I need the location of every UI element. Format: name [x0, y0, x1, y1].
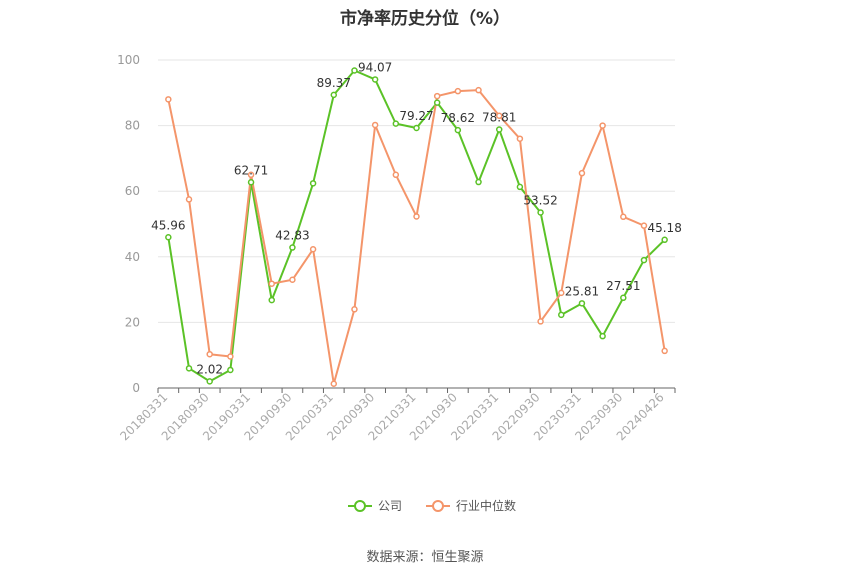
data-point — [309, 246, 317, 253]
data-point — [413, 213, 420, 220]
data-point — [578, 300, 586, 307]
legend: 公司 行业中位数 — [348, 498, 516, 513]
data-point — [309, 180, 317, 187]
data-label: 94.07 — [358, 60, 392, 74]
data-label: 89.37 — [317, 76, 351, 90]
data-point — [433, 99, 441, 106]
data-point — [206, 378, 213, 385]
y-tick-label: 100 — [117, 53, 140, 67]
series-points — [165, 67, 668, 387]
data-point — [351, 306, 358, 313]
data-point — [495, 112, 503, 120]
x-axis-ticks: 2018033120180930201903312019093020200331… — [117, 390, 666, 443]
data-point — [351, 67, 358, 74]
data-point — [227, 366, 234, 374]
data-point — [289, 276, 296, 284]
data-label: 27.51 — [606, 279, 640, 293]
data-label: 62.71 — [234, 163, 268, 177]
data-point — [371, 121, 379, 129]
data-point — [371, 76, 379, 83]
y-tick-label: 40 — [125, 250, 140, 264]
data-point — [516, 183, 524, 191]
data-point — [578, 169, 586, 177]
data-point — [558, 289, 565, 297]
y-tick-label: 60 — [125, 184, 140, 198]
y-tick-label: 0 — [132, 381, 140, 395]
data-label: 53.52 — [523, 193, 557, 207]
data-point — [537, 209, 544, 216]
data-point — [620, 213, 627, 221]
data-label: 78.62 — [441, 111, 475, 125]
data-point — [227, 353, 234, 360]
data-point — [495, 126, 503, 133]
legend-label: 公司 — [378, 499, 402, 513]
data-point — [454, 87, 462, 95]
data-point — [475, 86, 482, 94]
data-label: 45.96 — [151, 218, 185, 232]
data-point — [185, 365, 193, 372]
data-labels: 45.96 2.02 62.71 42.83 89.37 94.07 79.27 78.62 7… — [151, 60, 682, 376]
grid-lines — [158, 59, 675, 323]
y-axis-ticks: 0 20 40 60 80 100 — [117, 53, 140, 395]
data-label: 42.83 — [275, 229, 309, 243]
data-point — [268, 280, 275, 287]
data-point — [620, 294, 627, 302]
data-point — [661, 236, 668, 244]
data-point — [330, 380, 338, 387]
data-point — [599, 122, 606, 129]
data-point — [558, 311, 565, 319]
data-label: 78.81 — [482, 111, 516, 125]
axes — [157, 387, 676, 393]
data-label: 25.81 — [565, 284, 599, 298]
data-point — [289, 244, 296, 251]
data-point — [247, 171, 255, 179]
data-point — [165, 234, 172, 241]
data-point — [392, 171, 400, 179]
series-line — [167, 89, 666, 385]
legend-swatch-marker — [432, 500, 444, 512]
data-point — [475, 178, 482, 186]
chart-title: 市净率历史分位（%） — [339, 9, 511, 29]
source-note: 数据来源：恒生聚源 — [366, 550, 484, 565]
legend-label: 行业中位数 — [456, 498, 516, 513]
data-point — [433, 92, 441, 100]
data-point — [247, 179, 255, 186]
data-point — [454, 126, 462, 134]
data-label: 2.02 — [196, 362, 223, 376]
data-point — [640, 256, 648, 264]
data-point — [165, 96, 172, 103]
data-point — [330, 91, 338, 99]
y-tick-label: 80 — [125, 119, 140, 133]
data-point — [185, 196, 193, 203]
y-tick-label: 20 — [125, 315, 140, 329]
data-point — [516, 135, 524, 142]
data-point — [268, 296, 275, 304]
data-point — [392, 120, 400, 127]
data-point — [537, 318, 544, 325]
data-label: 45.18 — [647, 221, 681, 235]
data-point — [640, 222, 648, 229]
data-point — [413, 124, 420, 132]
data-point — [206, 350, 213, 358]
data-label: 79.27 — [399, 109, 433, 123]
data-point — [599, 332, 606, 340]
legend-swatch-marker — [354, 500, 366, 512]
data-point — [661, 347, 668, 355]
